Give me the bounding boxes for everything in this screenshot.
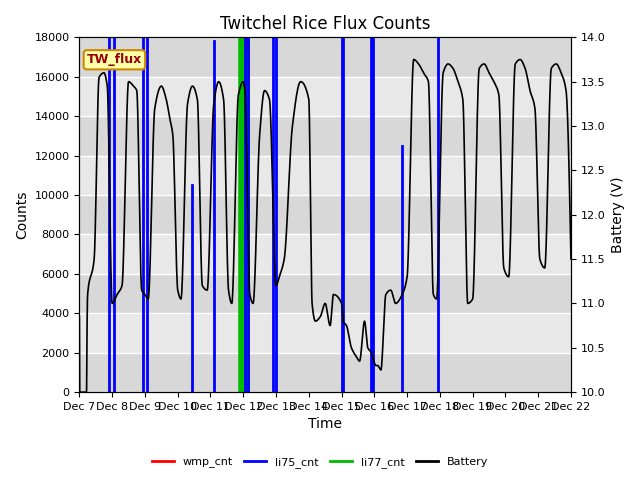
Legend: wmp_cnt, li75_cnt, li77_cnt, Battery: wmp_cnt, li75_cnt, li77_cnt, Battery: [147, 452, 493, 472]
Title: Twitchel Rice Flux Counts: Twitchel Rice Flux Counts: [220, 15, 431, 33]
Bar: [79, 116, 571, 156]
Y-axis label: Battery (V): Battery (V): [611, 177, 625, 253]
Bar: [79, 77, 571, 116]
Bar: [79, 313, 571, 353]
Bar: [79, 353, 571, 392]
Bar: [79, 195, 571, 234]
Text: TW_flux: TW_flux: [87, 53, 142, 66]
Bar: [79, 37, 571, 77]
Bar: [79, 156, 571, 195]
X-axis label: Time: Time: [308, 418, 342, 432]
Bar: [79, 234, 571, 274]
Y-axis label: Counts: Counts: [15, 191, 29, 239]
Bar: [79, 274, 571, 313]
